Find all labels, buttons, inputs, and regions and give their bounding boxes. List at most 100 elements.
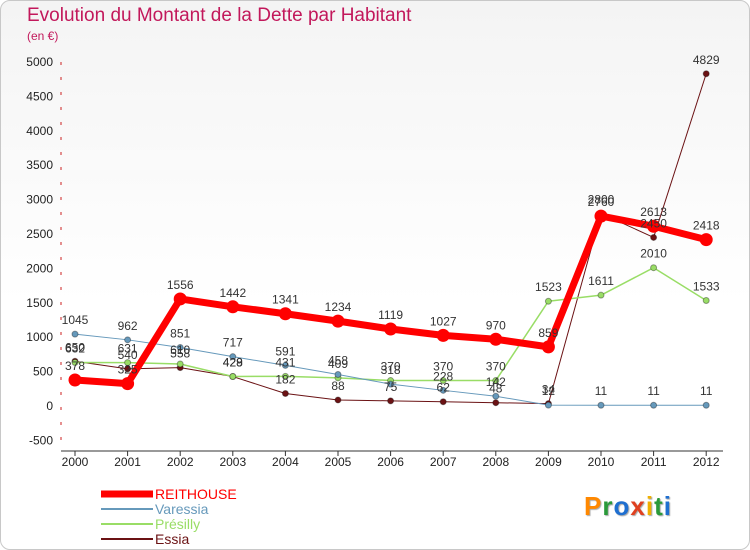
data-label-pr-silly: 610 xyxy=(170,343,190,357)
y-tick-label: 3500 xyxy=(26,158,53,172)
data-point-reithouse xyxy=(541,340,555,354)
data-point-reithouse xyxy=(226,300,240,314)
data-label-pr-silly: 1523 xyxy=(535,280,562,294)
data-point-essia xyxy=(439,398,447,406)
chart-title: Evolution du Montant de la Dette par Hab… xyxy=(27,5,412,26)
data-point-reithouse xyxy=(384,322,398,336)
data-label-reithouse: 2613 xyxy=(640,205,667,219)
data-label-varessia: 717 xyxy=(223,336,243,350)
y-tick-label: 2000 xyxy=(26,261,53,275)
data-label-essia: 2450 xyxy=(640,216,667,230)
data-point-essia xyxy=(702,70,710,78)
x-tick-label: 2011 xyxy=(641,455,667,469)
data-label-pr-silly: 370 xyxy=(381,360,401,374)
data-point-varessia xyxy=(544,401,552,409)
data-label-varessia: 851 xyxy=(170,326,190,340)
data-label-essia: 182 xyxy=(275,372,295,386)
data-label-pr-silly: 632 xyxy=(65,342,85,356)
data-label-varessia: 142 xyxy=(486,375,506,389)
legend-label: REITHOUSE xyxy=(155,486,237,502)
data-point-varessia xyxy=(71,330,79,338)
data-point-varessia xyxy=(387,380,395,388)
data-label-essia: 48 xyxy=(489,382,503,396)
data-label-reithouse: 1341 xyxy=(272,293,299,307)
legend-label: Varessia xyxy=(155,501,209,517)
data-point-reithouse xyxy=(278,307,292,321)
data-label-reithouse: 859 xyxy=(538,326,558,340)
data-point-reithouse xyxy=(173,292,187,306)
y-tick-label: 2500 xyxy=(26,227,53,241)
data-label-pr-silly: 370 xyxy=(486,360,506,374)
x-tick-label: 2010 xyxy=(588,455,615,469)
data-point-varessia xyxy=(281,361,289,369)
data-point-pr-silly xyxy=(281,372,289,380)
data-point-pr-silly xyxy=(229,372,237,380)
y-tick-label: 5000 xyxy=(26,55,53,69)
data-label-varessia: 11 xyxy=(700,384,713,398)
data-label-varessia: 12 xyxy=(542,384,556,398)
data-label-pr-silly: 429 xyxy=(223,355,243,369)
legend-label: Présilly xyxy=(155,516,200,532)
data-point-varessia xyxy=(176,343,184,351)
data-label-varessia: 962 xyxy=(118,319,138,333)
data-point-reithouse xyxy=(436,328,450,342)
data-point-varessia xyxy=(597,401,605,409)
logo-letter: i xyxy=(645,491,655,521)
data-label-varessia: 11 xyxy=(595,384,608,398)
y-tick-label: 500 xyxy=(33,365,53,379)
data-point-varessia xyxy=(124,336,132,344)
data-point-pr-silly xyxy=(124,359,132,367)
x-tick-label: 2004 xyxy=(272,455,299,469)
data-label-pr-silly: 409 xyxy=(328,357,348,371)
logo-letter: P xyxy=(584,491,603,521)
x-tick-label: 2009 xyxy=(535,455,562,469)
logo-letter: o xyxy=(613,491,631,521)
data-point-pr-silly xyxy=(597,291,605,299)
data-label-reithouse: 325 xyxy=(118,363,138,377)
data-point-reithouse xyxy=(647,219,661,233)
data-label-reithouse: 1027 xyxy=(430,314,457,328)
data-label-reithouse: 1442 xyxy=(219,286,246,300)
data-label-essia: 428 xyxy=(223,356,243,370)
y-tick-label: 4500 xyxy=(26,89,53,103)
y-tick-label: -500 xyxy=(29,433,53,447)
x-tick-label: 2012 xyxy=(693,455,720,469)
data-point-essia xyxy=(334,396,342,404)
series-layer xyxy=(68,70,713,409)
proxiti-logo: Proxiti xyxy=(584,491,672,522)
x-tick-label: 2003 xyxy=(219,455,246,469)
data-point-essia xyxy=(124,365,132,373)
y-tick-label: 0 xyxy=(46,399,53,413)
data-point-pr-silly xyxy=(176,360,184,368)
logo-letter: x xyxy=(630,491,646,521)
y-tick-label: 1000 xyxy=(26,330,53,344)
unit-label: (en €) xyxy=(27,29,59,43)
x-tick-label: 2007 xyxy=(430,455,457,469)
logo-letter: t xyxy=(654,491,664,521)
data-point-varessia xyxy=(439,386,447,394)
data-label-pr-silly: 631 xyxy=(118,342,138,356)
data-label-pr-silly: 370 xyxy=(433,360,453,374)
data-label-essia: 62 xyxy=(437,381,451,395)
data-label-essia: 650 xyxy=(65,340,85,354)
data-point-essia xyxy=(492,399,500,407)
data-label-reithouse: 378 xyxy=(65,359,85,373)
x-tick-label: 2008 xyxy=(482,455,509,469)
data-label-varessia: 1045 xyxy=(62,313,89,327)
x-tick-label: 2001 xyxy=(114,455,141,469)
data-label-essia: 2800 xyxy=(588,192,615,206)
data-label-pr-silly: 1611 xyxy=(588,274,614,288)
y-tick-label: 4000 xyxy=(26,124,53,138)
data-point-essia xyxy=(387,397,395,405)
data-point-pr-silly xyxy=(439,377,447,385)
data-point-reithouse xyxy=(489,332,503,346)
data-point-reithouse xyxy=(331,314,345,328)
logo-letter: i xyxy=(663,491,672,521)
data-point-reithouse xyxy=(68,373,82,387)
data-point-pr-silly xyxy=(544,297,552,305)
y-tick-label: 1500 xyxy=(26,296,53,310)
x-tick-label: 2002 xyxy=(167,455,194,469)
data-label-varessia: 458 xyxy=(328,353,348,367)
